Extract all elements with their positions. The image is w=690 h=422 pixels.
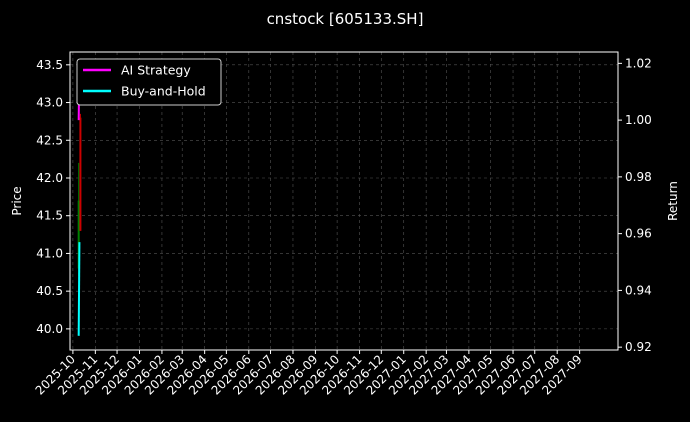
y-tick-label-left: 43.5 bbox=[36, 58, 63, 72]
y-tick-label-left: 41.0 bbox=[36, 246, 63, 260]
y-tick-label-left: 41.5 bbox=[36, 209, 63, 223]
candle-body bbox=[79, 117, 82, 231]
y-tick-label-left: 43.0 bbox=[36, 96, 63, 110]
y-tick-label-left: 42.5 bbox=[36, 133, 63, 147]
legend-frame bbox=[76, 58, 222, 106]
y-tick-label-right: 1.00 bbox=[625, 113, 652, 127]
y-tick-label-right: 0.94 bbox=[625, 283, 652, 297]
y-tick-label-left: 40.5 bbox=[36, 284, 63, 298]
y-tick-label-right: 0.98 bbox=[625, 170, 652, 184]
y-tick-label-right: 0.92 bbox=[625, 340, 652, 354]
y-axis-label-left: Price bbox=[10, 186, 24, 215]
chart-title: cnstock [605133.SH] bbox=[267, 10, 424, 28]
y-tick-label-left: 42.0 bbox=[36, 171, 63, 185]
y-tick-label-right: 0.96 bbox=[625, 227, 652, 241]
series-line-buy-and-hold bbox=[77, 242, 81, 336]
candle-body bbox=[77, 200, 80, 269]
y-tick-label-right: 1.02 bbox=[625, 56, 652, 70]
legend-label: Buy-and-Hold bbox=[121, 84, 206, 99]
y-axis-label-right: Return bbox=[666, 181, 680, 221]
y-tick-label-left: 40.0 bbox=[36, 322, 63, 336]
legend-label: AI Strategy bbox=[121, 63, 191, 78]
legend: AI Strategy Buy-and-Hold bbox=[76, 58, 222, 106]
plot-frame bbox=[69, 51, 619, 351]
